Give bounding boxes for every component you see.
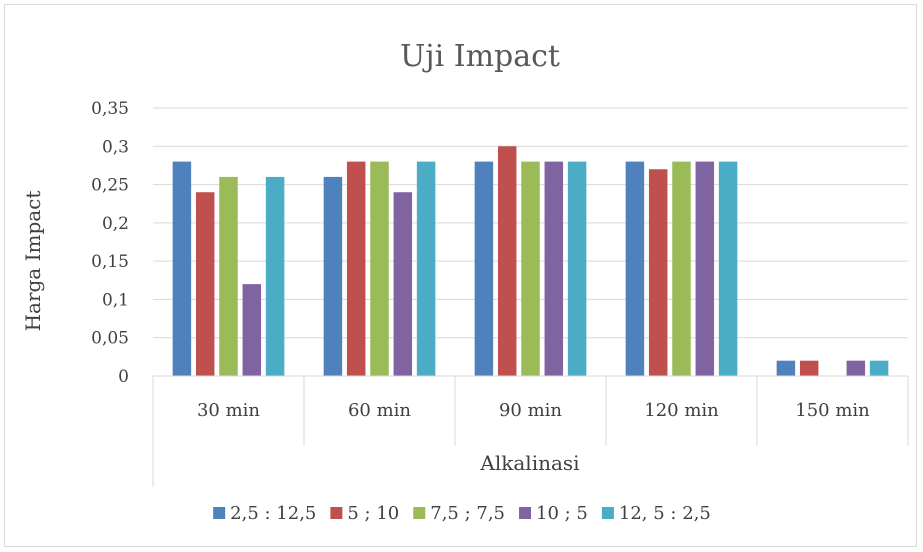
category-labels: 30 min 60 min 90 min 120 min 150 min [197,400,870,421]
bar [195,192,215,376]
legend-swatch [330,507,343,519]
y-axis-title: Harga Impact [21,191,45,332]
bar [869,360,889,376]
bar [172,161,192,376]
bar [567,161,587,376]
category-label: 90 min [499,400,562,421]
bar [346,161,366,376]
y-tick-label: 0,35 [91,99,129,119]
bar [474,161,494,376]
chart-frame [4,4,917,547]
legend-label: 7,5 ; 7,5 [430,503,505,524]
bar [370,161,389,376]
bar [648,169,668,376]
bar [265,176,285,376]
bar [718,161,738,376]
y-tick-label: 0,05 [91,329,129,349]
bar [416,161,436,376]
bar [776,360,796,376]
legend-swatch [601,507,614,519]
bar [242,284,262,376]
y-axis-ticks: 0 0,05 0,1 0,15 0,2 0,25 0,3 0,35 [91,99,129,387]
x-axis-structure [152,375,909,487]
legend-swatch [213,507,226,519]
legend-label: 2,5 : 12,5 [230,503,316,524]
bar [846,360,866,376]
bar [323,176,343,376]
y-tick-label: 0,2 [102,214,129,234]
x-axis-title: Alkalinasi [479,451,579,475]
legend: 2,5 : 12,5 5 ; 10 7,5 ; 7,5 10 ; 5 12, 5 : 2… [213,503,711,524]
bar [695,161,715,376]
category-label: 30 min [197,400,260,421]
y-tick-label: 0,3 [102,137,129,157]
chart-title: Uji Impact [400,39,560,74]
legend-label: 5 ; 10 [347,503,399,524]
category-label: 120 min [644,400,719,421]
bar [799,360,819,376]
bar [625,161,645,376]
y-tick-label: 0,15 [91,252,129,272]
bar [544,161,564,376]
bar [672,161,691,376]
y-tick-label: 0 [118,367,129,387]
bar [393,192,413,376]
bar [521,161,540,376]
legend-swatch [519,507,532,519]
bars [172,146,889,376]
category-label: 60 min [348,400,411,421]
legend-label: 10 ; 5 [536,503,588,524]
category-label: 150 min [795,400,870,421]
y-tick-label: 0,1 [102,290,129,310]
legend-swatch [413,507,426,519]
bar [219,176,238,376]
y-tick-label: 0,25 [91,176,129,196]
legend-label: 12, 5 : 2,5 [619,503,711,524]
bar [497,146,517,376]
